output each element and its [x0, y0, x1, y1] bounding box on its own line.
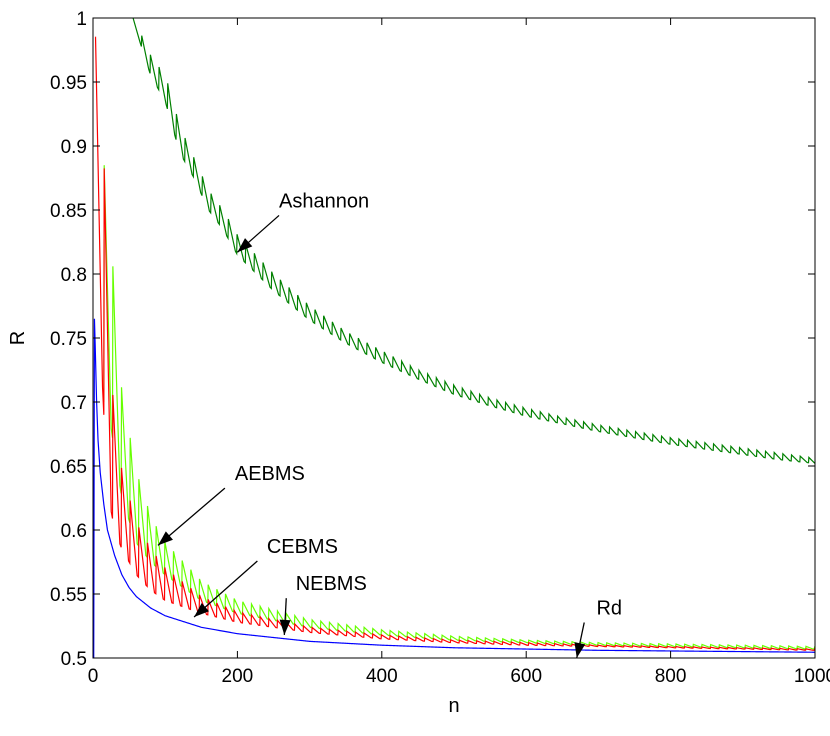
x-axis-label: n: [448, 695, 459, 717]
annotation-rd: Rd: [574, 597, 622, 659]
annotation-cebms: CEBMS: [193, 536, 338, 618]
annotation-label: Ashannon: [279, 190, 369, 212]
y-tick-label: 0.95: [50, 73, 87, 94]
annotation-label: NEBMS: [296, 573, 367, 595]
annotation-layer: Ashannon AEBMS CEBMS NEBMS Rd: [157, 190, 622, 659]
y-tick-label: 0.6: [61, 521, 87, 542]
y-tick-label: 0.65: [50, 457, 87, 478]
annotation-nebms: NEBMS: [279, 573, 367, 635]
annotation-arrow-head: [194, 602, 209, 618]
series-line-rd: [93, 318, 815, 658]
series-layer: [93, 18, 815, 658]
series-line-aebms: [103, 165, 815, 650]
series-line-cebms: [94, 36, 815, 651]
x-tick-label: 400: [366, 666, 398, 687]
annotation-aebms: AEBMS: [157, 463, 305, 546]
annotation-label: Rd: [596, 597, 622, 619]
annotation-ashannon: Ashannon: [236, 190, 369, 253]
x-tick-label: 200: [222, 666, 254, 687]
annotation-label: AEBMS: [235, 463, 305, 485]
annotation-arrow-head: [157, 531, 173, 546]
x-tick-label: 600: [510, 666, 542, 687]
y-tick-label: 0.9: [61, 137, 87, 158]
y-tick-label: 0.75: [50, 329, 87, 350]
y-tick-label: 0.5: [61, 649, 87, 670]
annotation-arrow-head: [237, 238, 253, 253]
series-line-ashannon: [132, 18, 815, 464]
annotation-arrow-head: [574, 642, 586, 658]
y-axis-label: R: [7, 331, 29, 345]
x-tick-label: 800: [655, 666, 687, 687]
y-tick-label: 1: [76, 9, 87, 30]
annotation-label: CEBMS: [267, 536, 338, 558]
y-tick-label: 0.85: [50, 201, 87, 222]
annotation-arrow-head: [279, 619, 291, 635]
y-tick-label: 0.55: [50, 585, 87, 606]
x-tick-label: 0: [88, 666, 99, 687]
y-tick-label: 0.8: [61, 265, 87, 286]
y-tick-label: 0.7: [61, 393, 87, 414]
